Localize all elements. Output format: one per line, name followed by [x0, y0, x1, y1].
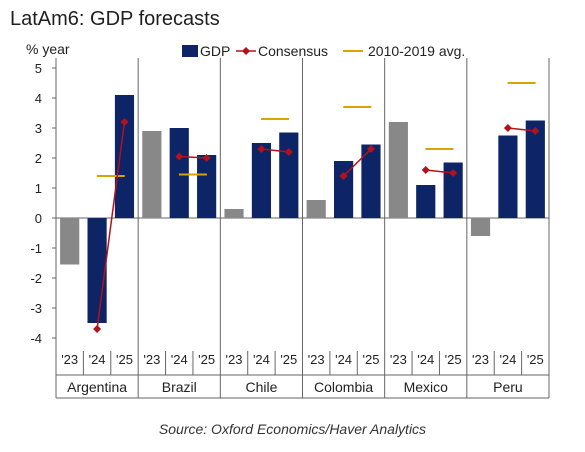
y-axis-label: % year	[26, 41, 70, 57]
year-label: '23	[390, 352, 407, 367]
country-label: Brazil	[162, 379, 197, 395]
gdp-bar	[279, 132, 299, 218]
year-label: '25	[198, 352, 215, 367]
legend-avg-label: 2010-2019 avg.	[368, 43, 465, 59]
consensus-point	[202, 154, 211, 162]
consensus-line	[425, 169, 454, 174]
consensus-point	[93, 325, 102, 333]
legend-gdp-label: GDP	[200, 43, 230, 59]
year-label: '23	[472, 352, 489, 367]
legend-consensus-label: Consensus	[258, 43, 328, 59]
country-label: Argentina	[67, 379, 127, 395]
gdp-bar	[361, 144, 381, 218]
gdp-bar	[306, 200, 326, 218]
y-tick-label: -2	[30, 271, 42, 286]
year-label: '23	[61, 352, 78, 367]
consensus-point	[366, 145, 375, 153]
consensus-point	[503, 124, 512, 132]
year-label: '25	[445, 352, 462, 367]
gdp-bar	[498, 135, 518, 218]
consensus-line	[507, 127, 536, 132]
y-tick-label: 5	[35, 61, 42, 76]
y-tick-label: 3	[35, 121, 42, 136]
y-tick-label: 1	[35, 181, 42, 196]
consensus-point	[257, 145, 266, 153]
consensus-point	[531, 127, 540, 135]
year-label: '24	[89, 352, 106, 367]
year-label: '23	[226, 352, 243, 367]
consensus-point	[120, 118, 129, 126]
year-label: '24	[499, 352, 516, 367]
gdp-bar	[443, 162, 463, 218]
year-label: '24	[253, 352, 270, 367]
y-tick-label: 0	[35, 211, 42, 226]
legend-gdp-swatch	[182, 45, 198, 57]
year-label: '24	[417, 352, 434, 367]
y-tick-label: 2	[35, 151, 42, 166]
gdp-bar	[60, 218, 80, 265]
legend-consensus-marker	[242, 47, 250, 55]
gdp-bar	[416, 185, 436, 218]
axis-layer: -4 -3 -2 -1 0 1 2 3 4 5 '23 '24 '25 Argentina '23 '24 '2…	[30, 58, 550, 399]
year-label: '25	[280, 352, 297, 367]
year-label: '25	[116, 352, 133, 367]
country-label: Colombia	[314, 379, 373, 395]
gdp-bar	[333, 161, 354, 218]
gdp-bar	[470, 218, 491, 236]
y-tick-label: -1	[30, 241, 42, 256]
consensus-line	[179, 155, 207, 159]
year-label: '25	[362, 352, 379, 367]
gdp-bar	[224, 209, 244, 218]
consensus-point	[175, 152, 184, 161]
y-tick-label: -4	[30, 331, 42, 346]
year-label: '24	[335, 352, 352, 367]
consensus-point	[421, 166, 430, 174]
consensus-line	[261, 148, 289, 153]
bars-layer	[60, 95, 545, 323]
country-label: Peru	[493, 379, 523, 395]
gdp-bar	[197, 155, 217, 218]
consensus-line	[343, 148, 372, 177]
gdp-bar	[251, 143, 272, 218]
avg-layer	[96, 82, 536, 177]
gdp-bar	[388, 122, 408, 218]
gdp-bar	[169, 128, 189, 218]
consensus-point	[449, 169, 458, 177]
year-label: '25	[527, 352, 544, 367]
gdp-bar	[114, 95, 135, 218]
gdp-bar	[142, 131, 162, 218]
source-note: Source: Oxford Economics/Haver Analytics	[158, 421, 427, 437]
country-label: Mexico	[404, 379, 449, 395]
gdp-bar	[87, 218, 107, 323]
y-tick-label: -3	[30, 301, 42, 316]
consensus-point	[284, 148, 293, 156]
consensus-layer	[93, 118, 540, 333]
consensus-line	[96, 121, 126, 330]
y-tick-label: 4	[35, 91, 42, 106]
year-label: '24	[171, 352, 188, 367]
legend-layer: GDP Consensus 2010-2019 avg.	[182, 43, 465, 59]
gdp-bar	[525, 120, 545, 218]
year-label: '23	[308, 352, 325, 367]
chart-title: LatAm6: GDP forecasts	[10, 8, 220, 30]
country-label: Chile	[245, 379, 277, 395]
consensus-point	[339, 172, 348, 180]
year-label: '23	[143, 352, 160, 367]
